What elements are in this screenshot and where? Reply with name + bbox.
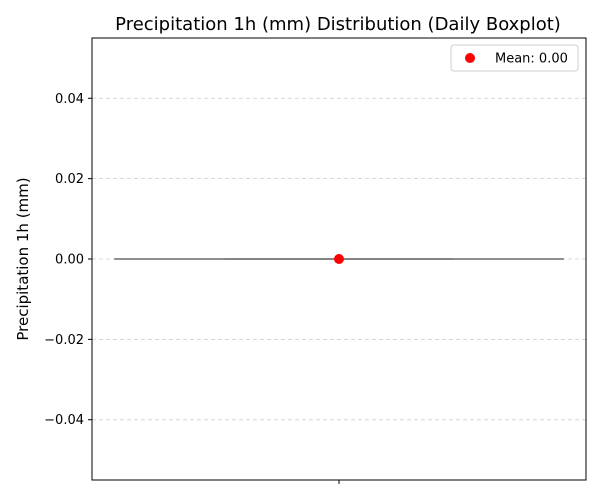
y-tick-label: 0.00 — [55, 253, 84, 268]
y-axis-ticks: −0.04 −0.02 0.00 0.02 0.04 — [44, 92, 92, 428]
legend: Mean: 0.00 — [451, 45, 578, 71]
chart-title: Precipitation 1h (mm) Distribution (Dail… — [115, 14, 561, 35]
y-tick-label: 0.04 — [55, 92, 84, 107]
y-axis-label: Precipitation 1h (mm) — [14, 177, 32, 340]
legend-mean-marker — [465, 53, 475, 63]
y-tick-label: 0.02 — [55, 172, 84, 187]
mean-point — [334, 254, 344, 264]
legend-label: Mean: 0.00 — [495, 52, 568, 67]
y-tick-label: −0.02 — [44, 333, 84, 348]
y-tick-label: −0.04 — [44, 413, 84, 428]
mean-layer — [334, 254, 344, 264]
